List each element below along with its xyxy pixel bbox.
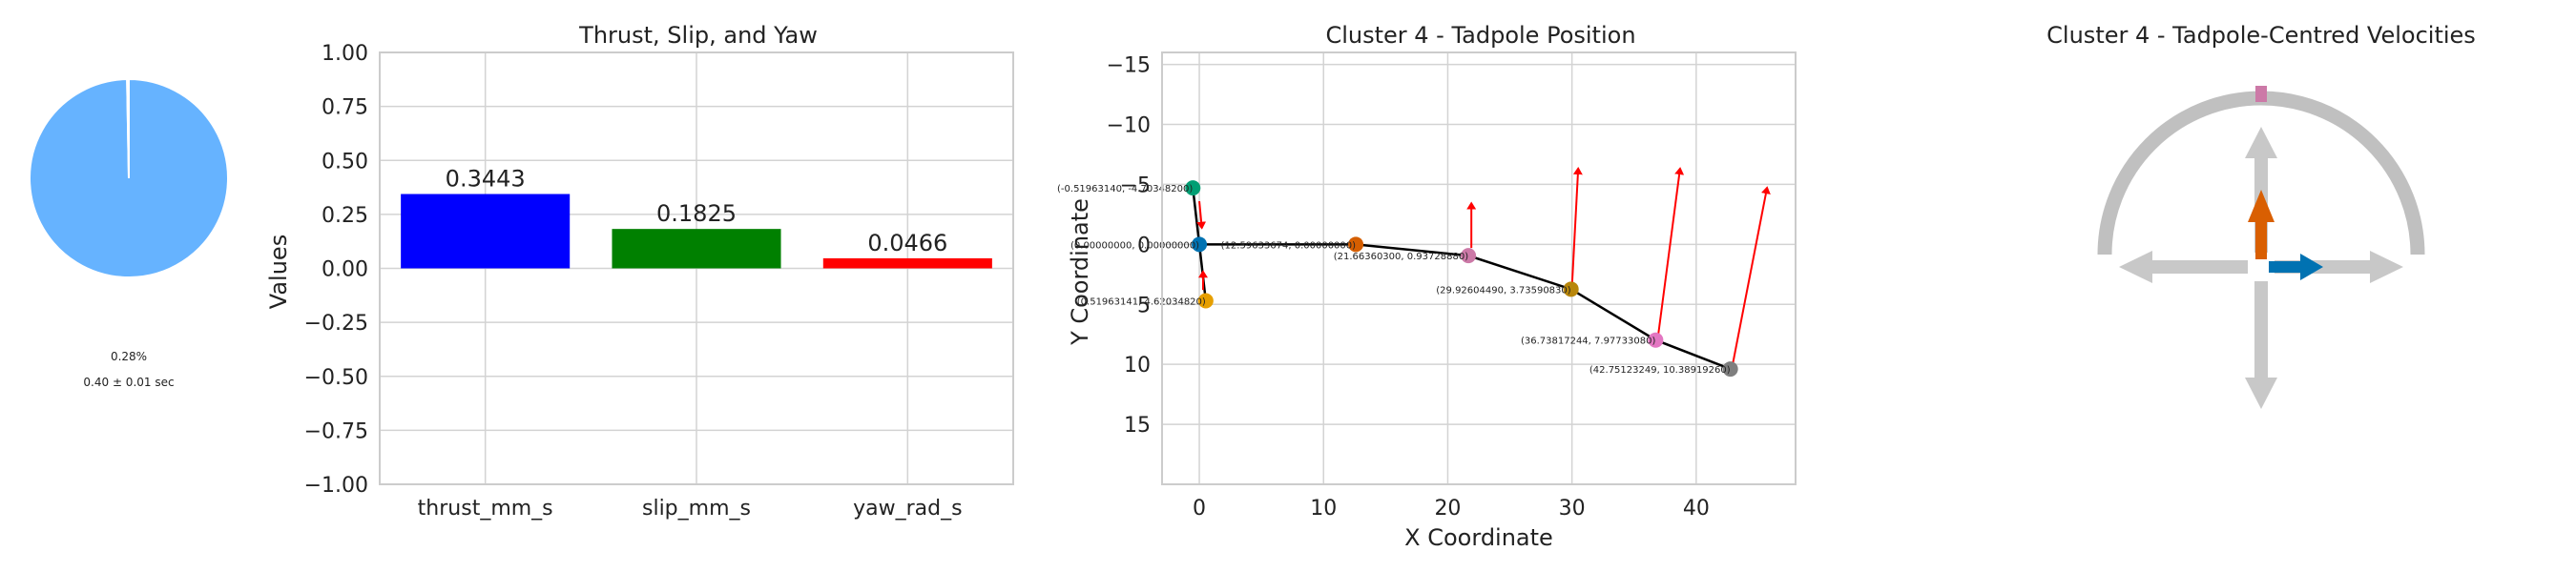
position-y-tick-label: −5: [1120, 174, 1151, 197]
position-point: [1197, 293, 1214, 309]
position-point-label: (0.51963141, 4.62034820): [1077, 297, 1206, 308]
position-point-label: (36.73817244, 7.97733080): [1521, 337, 1656, 347]
bar-y-axis-label: Values: [265, 235, 292, 309]
bar-y-tick-labels: −1.00 −0.75 −0.50 −0.25 0.00 0.25 0.50 0.75 1.00: [304, 42, 368, 498]
position-chart-title: Cluster 4 - Tadpole Position: [1325, 22, 1635, 49]
position-point-label: (42.75123249, 10.38919260): [1589, 365, 1731, 376]
velocity-diagram-title: Cluster 4 - Tadpole-Centred Velocities: [2046, 22, 2476, 49]
position-y-tick-label: 15: [1124, 414, 1151, 438]
bar-thrust_mm_s: [401, 194, 571, 269]
pie-slice: [126, 77, 130, 179]
yaw-marker: [2255, 86, 2267, 102]
position-chart: Cluster 4 - Tadpole Position (-0.5196314…: [1057, 22, 1797, 551]
position-plot-frame: [1161, 51, 1797, 485]
bar-chart-title: Thrust, Slip, and Yaw: [578, 22, 818, 49]
bar-chart: Thrust, Slip, and Yaw 0.3443 0.1825 0.0466…: [265, 22, 1014, 521]
left-arrow-icon: [2119, 251, 2248, 283]
velocity-arrow: [1656, 167, 1685, 339]
bar-plot-frame: [379, 51, 1014, 485]
pie-slices: [29, 77, 229, 278]
position-point-labels: (-0.51963140, -4.70348200) (0.00000000, 0…: [1057, 184, 1731, 376]
bar-x-tick-label: slip_mm_s: [642, 497, 751, 521]
velocity-arrows: [1196, 167, 1771, 367]
bar-x-tick-labels: thrust_mm_s slip_mm_s yaw_rad_s: [418, 497, 963, 521]
position-y-tick-label: 5: [1137, 294, 1151, 317]
pie-percent-label: 0.28%: [111, 350, 147, 363]
bar-y-tick-label: 0.25: [322, 204, 368, 228]
position-x-tick-label: 30: [1559, 497, 1586, 521]
bar-y-tick-label: −1.00: [304, 474, 368, 498]
position-point-label: (12.59633674, 0.00000000): [1221, 240, 1357, 251]
position-point-label: (21.66360300, 0.93728880): [1334, 252, 1469, 262]
position-x-tick-label: 10: [1310, 497, 1337, 521]
position-point: [1461, 248, 1477, 264]
bar-slip_mm_s: [612, 229, 781, 269]
bar-data-label: 0.0466: [867, 230, 947, 256]
pie-panel: 0.28% 0.40 ± 0.01 sec: [29, 77, 229, 389]
bar-y-tick-label: 0.50: [322, 150, 368, 174]
position-grid: [1162, 52, 1796, 484]
bar-data-label: 0.3443: [446, 166, 526, 193]
position-x-tick-labels: 0 10 20 30 40: [1193, 497, 1710, 521]
bar-x-tick-label: thrust_mm_s: [418, 497, 553, 521]
bar-yaw_rad_s: [822, 257, 992, 269]
bar-y-tick-label: −0.50: [304, 366, 368, 390]
right-arrow-icon: [2275, 251, 2403, 283]
velocity-arrow: [1731, 186, 1771, 367]
bar-y-tick-label: 0.00: [322, 258, 368, 282]
down-arrow-icon: [2245, 281, 2277, 409]
bar-y-tick-label: −0.75: [304, 419, 368, 443]
position-points: [1185, 180, 1738, 378]
position-y-tick-label: 0: [1137, 234, 1151, 257]
pie-duration-label: 0.40 ± 0.01 sec: [83, 376, 174, 389]
position-point: [1563, 281, 1579, 297]
position-x-tick-label: 40: [1683, 497, 1710, 521]
bar-y-tick-label: 1.00: [322, 42, 368, 66]
position-x-tick-label: 0: [1193, 497, 1206, 521]
thrust-arrow-icon: [2248, 190, 2275, 259]
position-y-tick-labels: −15 −10 −5 0 5 10 15: [1107, 54, 1151, 439]
bar-data-label: 0.1825: [656, 200, 737, 227]
position-point-label: (-0.51963140, -4.70348200): [1057, 184, 1193, 194]
position-point: [1348, 236, 1364, 253]
position-point: [1722, 361, 1738, 378]
bar-series: 0.3443 0.1825 0.0466: [401, 166, 992, 269]
bar-y-tick-label: 0.75: [322, 96, 368, 120]
position-point: [1185, 180, 1201, 196]
bar-y-tick-label: −0.25: [304, 312, 368, 336]
bar-x-tick-label: yaw_rad_s: [853, 497, 962, 521]
velocity-arrow: [1196, 200, 1207, 230]
position-point-label: (29.92604490, 3.73590830): [1436, 285, 1571, 296]
slip-arrow-icon: [2269, 254, 2323, 280]
position-y-tick-label: −15: [1107, 54, 1151, 78]
position-point: [1648, 332, 1664, 348]
position-point-label: (0.00000000, 0.00000000): [1070, 240, 1199, 251]
position-x-axis-label: X Coordinate: [1404, 524, 1553, 551]
position-y-tick-label: 10: [1124, 354, 1151, 378]
velocity-arrow: [1570, 167, 1583, 287]
position-x-tick-label: 20: [1434, 497, 1461, 521]
velocity-diagram: Cluster 4 - Tadpole-Centred Velocities: [2046, 22, 2476, 409]
position-point: [1192, 236, 1208, 253]
position-y-tick-label: −10: [1107, 114, 1151, 138]
position-y-axis-label: Y Coordinate: [1067, 198, 1093, 346]
